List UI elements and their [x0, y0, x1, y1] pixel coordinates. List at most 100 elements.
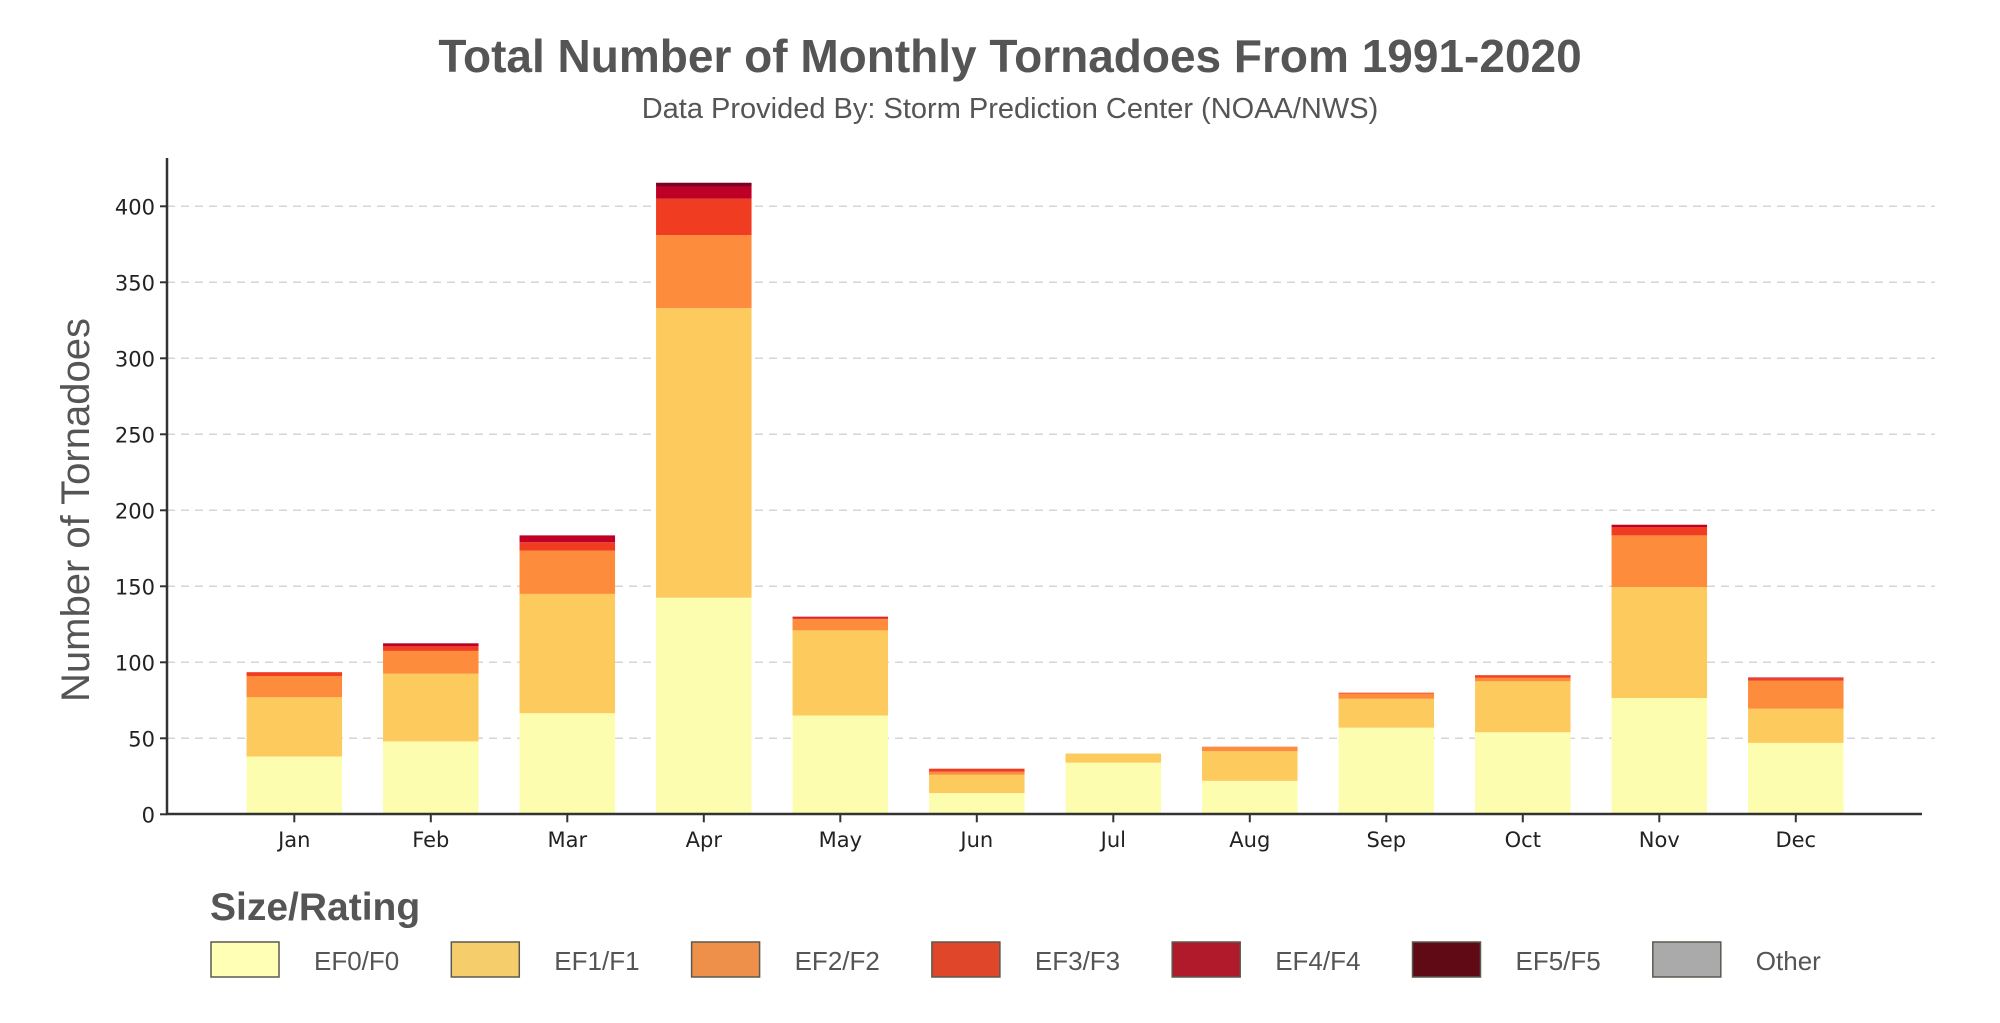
bar-segment-dec-ef2 [1748, 680, 1844, 709]
legend-label: Other [1756, 946, 1821, 976]
bar-segment-dec-ef1 [1748, 708, 1844, 743]
legend-swatch [450, 941, 521, 978]
bar-segment-nov-ef0 [1611, 698, 1708, 815]
legend-item: EF3/F3 [931, 941, 1120, 978]
bar-segment-sep-ef1 [1338, 698, 1435, 728]
bar-segment-may-ef3 [792, 617, 889, 619]
bar-segment-oct-ef1 [1475, 681, 1571, 733]
bar-segment-feb-ef3 [383, 646, 479, 651]
legend-item: Other [1652, 941, 1821, 978]
x-tick-label: Aug [1229, 828, 1270, 852]
y-tick-label: 150 [115, 575, 155, 599]
bar-segment-apr-ef1 [656, 308, 752, 598]
y-tick-label: 200 [115, 499, 155, 523]
bar-segment-feb-ef2 [383, 650, 479, 674]
legend-label: EF2/F2 [795, 946, 880, 976]
bar-segment-aug-ef2 [1202, 746, 1298, 752]
bar-segment-dec-ef3 [1748, 678, 1844, 681]
legend-swatch [1652, 941, 1722, 978]
bar-segment-sep-ef3 [1338, 692, 1435, 694]
bar-segment-oct-ef2 [1475, 677, 1571, 682]
legend-swatch [1411, 941, 1482, 978]
legend: EF0/F0 EF1/F1 EF2/F2 EF3/F3 EF4/F4 EF5/F5 Othe… [210, 941, 1821, 978]
y-tick-label: 250 [115, 423, 155, 447]
legend-item: EF1/F1 [450, 941, 640, 978]
bar-segment-sep-ef0 [1338, 727, 1435, 815]
chart-subtitle: Data Provided By: Storm Prediction Cente… [642, 93, 1379, 125]
bar-segment-sep-ef2 [1338, 693, 1435, 699]
bar-segment-aug-ef0 [1202, 780, 1298, 815]
bars [246, 182, 1844, 815]
bar-segment-may-ef4 [792, 616, 889, 618]
bar-segment-mar-ef3 [519, 542, 616, 551]
bar-segment-dec-ef4 [1748, 677, 1844, 679]
legend-label: EF0/F0 [314, 946, 399, 976]
legend-item: EF0/F0 [210, 941, 399, 978]
bar-segment-may-ef2 [792, 618, 889, 631]
y-tick-label: 50 [128, 727, 155, 751]
legend-item: EF4/F4 [1171, 941, 1360, 978]
bar-segment-mar-ef0 [519, 713, 616, 815]
x-ticks: Jan Feb Mar Apr May Jun Jul Aug Sep Oct Nov Dec [276, 814, 1816, 852]
x-tick-label: Feb [412, 828, 449, 852]
bar-segment-apr-ef0 [656, 597, 752, 815]
bar-segment-may-ef1 [792, 630, 889, 716]
bar-segment-mar-ef4 [519, 535, 616, 543]
x-tick-label: Sep [1367, 828, 1407, 852]
chart-title: Total Number of Monthly Tornadoes From 1… [438, 30, 1581, 82]
bar-segment-aug-ef1 [1202, 751, 1298, 781]
bar-segment-nov-ef3 [1611, 527, 1708, 536]
legend-item: EF2/F2 [690, 941, 880, 978]
bar-segment-jul-ef0 [1065, 762, 1162, 815]
bar-segment-oct-ef3 [1475, 675, 1571, 678]
y-tick-label: 0 [142, 803, 155, 827]
x-tick-label: Jun [958, 828, 993, 852]
x-tick-label: Mar [547, 828, 587, 852]
y-tick-label: 400 [115, 195, 155, 219]
bar-segment-jan-ef3 [246, 672, 343, 676]
bar-segment-apr-ef3 [656, 198, 752, 236]
legend-swatch [210, 941, 280, 978]
bar-segment-feb-ef0 [383, 741, 479, 815]
x-tick-label: Jan [276, 828, 310, 852]
bar-segment-feb-ef1 [383, 673, 479, 742]
x-tick-label: Oct [1505, 828, 1541, 852]
bar-segment-jun-ef0 [929, 793, 1025, 815]
y-tick-label: 100 [115, 651, 155, 675]
legend-swatch [1171, 941, 1241, 978]
bar-segment-jan-ef1 [246, 697, 343, 757]
bar-segment-jan-ef2 [246, 675, 343, 698]
legend-item: EF5/F5 [1411, 941, 1601, 978]
legend-swatch [690, 941, 761, 978]
y-tick-label: 300 [115, 347, 155, 371]
y-ticks: 0 50 100 150 200 250 300 350 400 [115, 195, 167, 827]
y-axis-label: Number of Tornadoes [54, 318, 98, 702]
bar-segment-jan-ef0 [246, 756, 343, 815]
x-tick-label: Jul [1099, 828, 1126, 852]
bar-segment-nov-ef4 [1611, 524, 1708, 528]
bar-segment-apr-ef4 [656, 186, 752, 199]
bar-segment-nov-ef2 [1611, 535, 1708, 588]
x-tick-label: May [819, 828, 862, 852]
x-tick-label: Dec [1775, 828, 1816, 852]
bar-segment-dec-ef0 [1748, 742, 1844, 815]
legend-title: Size/Rating [210, 886, 420, 929]
bar-segment-jul-ef1 [1065, 753, 1162, 763]
legend-label: EF3/F3 [1035, 946, 1120, 976]
bar-segment-may-ef0 [792, 715, 889, 815]
bar-segment-oct-ef0 [1475, 732, 1571, 815]
axes [165, 158, 1922, 816]
bar-segment-jun-ef2 [929, 771, 1025, 775]
bar-segment-nov-ef1 [1611, 587, 1708, 699]
bar-segment-apr-ef2 [656, 235, 752, 309]
y-tick-label: 350 [115, 271, 155, 295]
bar-segment-feb-ef4 [383, 643, 479, 647]
bar-segment-mar-ef1 [519, 593, 616, 714]
bar-segment-jun-ef3 [929, 768, 1025, 772]
legend-swatch [931, 941, 1001, 978]
bar-segment-jun-ef1 [929, 774, 1025, 794]
bar-segment-mar-ef2 [519, 550, 616, 594]
legend-label: EF5/F5 [1516, 946, 1601, 976]
bar-segment-apr-ef5 [656, 182, 752, 187]
